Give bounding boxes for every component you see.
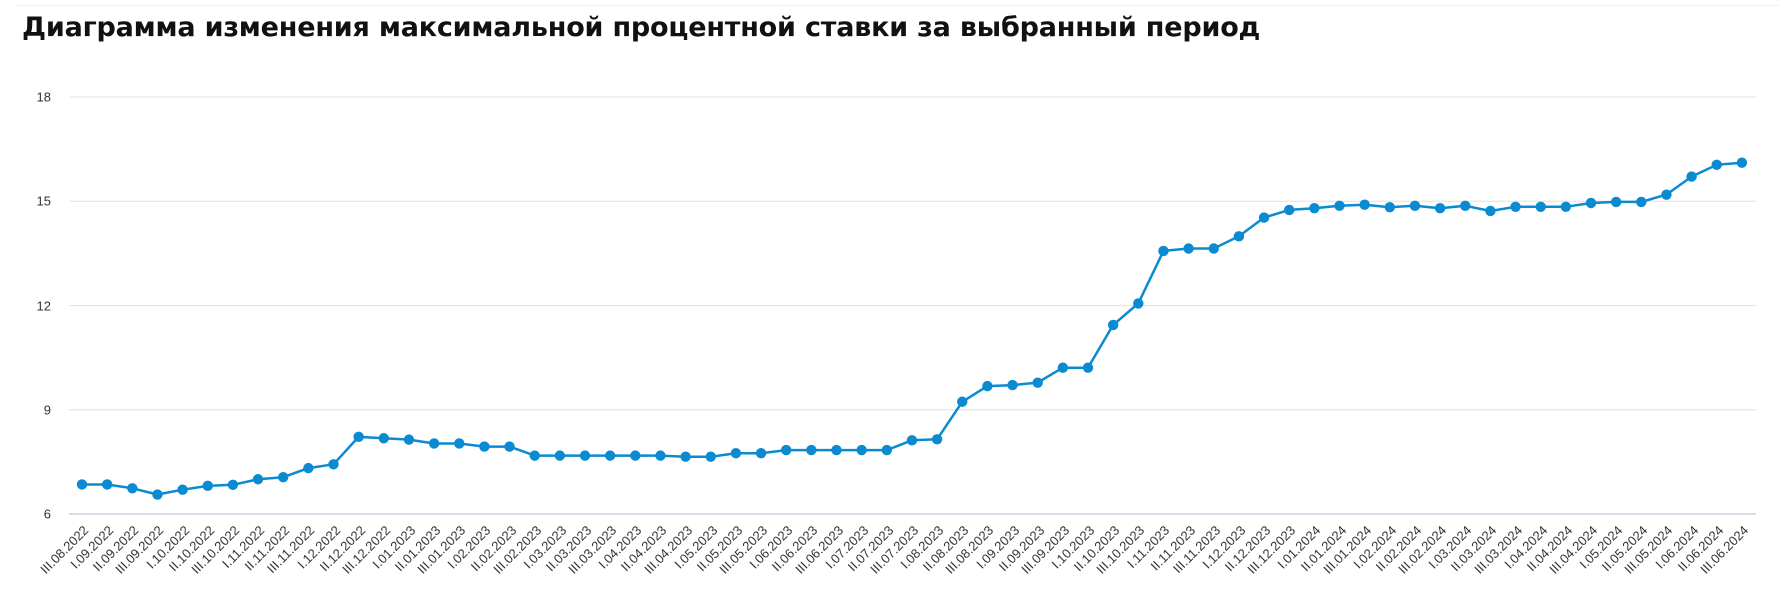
data-point[interactable]: III.10.2023: 12.06	[1133, 298, 1144, 309]
data-point[interactable]: II.04.2024: 14.84	[1560, 201, 1572, 213]
data-point[interactable]: III.04.2024: 14.95	[1585, 197, 1597, 209]
data-point[interactable]: I.10.2022: 6.7	[177, 484, 188, 495]
data-point[interactable]: II.05.2023: 7.75	[730, 447, 742, 459]
data-point[interactable]: II.06.2024: 16.05	[1711, 159, 1722, 170]
data-point[interactable]: III.02.2023: 7.68	[529, 450, 540, 461]
data-point[interactable]: II.03.2024: 14.72	[1485, 205, 1496, 217]
data-point[interactable]: I.01.2024: 14.8	[1309, 203, 1320, 214]
data-point[interactable]: I.04.2024: 14.84	[1535, 201, 1546, 213]
data-point[interactable]: II.05.2024: 14.98	[1636, 196, 1647, 208]
data-point[interactable]: III.01.2024: 14.9	[1359, 199, 1370, 210]
data-point[interactable]: III.09.2023: 10.21	[1057, 362, 1069, 373]
data-point[interactable]: III.03.2023: 7.68	[604, 450, 616, 461]
data-point[interactable]: I.06.2024: 15.71	[1686, 171, 1697, 182]
data-point[interactable]: III.03.2024: 14.84	[1510, 201, 1521, 213]
data-point[interactable]: III.11.2023: 13.64	[1208, 243, 1219, 254]
data-point[interactable]: I.11.2023: 13.57	[1158, 245, 1169, 257]
data-point[interactable]: II.02.2023: 7.94	[504, 441, 515, 452]
y-tick-label: 18	[36, 89, 51, 105]
data-point[interactable]: III.04.2023: 7.65	[680, 451, 691, 462]
data-point[interactable]: I.12.2022: 7.43	[328, 459, 339, 470]
data-point[interactable]: II.08.2023: 9.23	[957, 396, 968, 407]
data-point[interactable]: III.06.2024: 16.11	[1736, 157, 1748, 168]
data-point[interactable]: III.12.2023: 14.75	[1284, 204, 1295, 216]
data-point[interactable]: II.10.2022: 6.81	[202, 480, 213, 492]
data-point[interactable]: II.01.2024: 14.87	[1334, 200, 1345, 211]
data-point[interactable]: II.09.2022: 6.74	[127, 483, 138, 494]
data-point[interactable]: I.12.2023: 13.99	[1233, 231, 1245, 242]
data-point[interactable]: I.04.2023: 7.68	[630, 450, 641, 461]
data-point[interactable]: III.08.2023: 9.68	[982, 380, 993, 392]
data-point[interactable]: I.03.2023: 7.68	[554, 450, 566, 461]
data-point[interactable]: III.12.2022: 8.18	[378, 433, 389, 444]
data-point[interactable]: I.11.2022: 7	[252, 474, 264, 485]
data-point[interactable]: I.06.2023: 7.84	[781, 444, 792, 456]
y-tick-label: 15	[36, 193, 51, 209]
data-point[interactable]: II.12.2023: 14.53	[1258, 212, 1270, 223]
data-point[interactable]: III.06.2023: 7.84	[831, 444, 842, 456]
y-tick-label: 6	[43, 506, 51, 522]
data-point[interactable]: II.09.2023: 9.78	[1032, 377, 1043, 388]
data-point[interactable]: I.01.2023: 8.14	[403, 434, 415, 445]
data-point[interactable]: I.03.2024: 14.87	[1460, 200, 1471, 211]
data-point[interactable]: II.04.2023: 7.68	[655, 450, 666, 461]
top-divider	[16, 5, 1780, 6]
data-point[interactable]: I.05.2023: 7.65	[705, 451, 716, 462]
data-point[interactable]: II.02.2024: 14.87	[1409, 200, 1421, 211]
data-point[interactable]: I.07.2023: 7.84	[856, 444, 867, 456]
data-point[interactable]: II.11.2022: 7.06	[278, 471, 289, 483]
data-point[interactable]: I.10.2023: 10.21	[1082, 362, 1094, 373]
data-point[interactable]: I.02.2023: 7.94	[479, 441, 490, 452]
page-title: Диаграмма изменения максимальной процент…	[22, 12, 1261, 43]
data-point[interactable]: I.08.2023: 8.15	[931, 434, 943, 445]
data-point[interactable]: II.01.2023: 8.03	[428, 438, 440, 449]
data-point[interactable]: III.05.2023: 7.75	[755, 447, 767, 459]
data-point[interactable]: III.07.2023: 8.12	[906, 435, 918, 446]
data-point[interactable]: II.11.2023: 13.64	[1183, 243, 1194, 254]
data-point[interactable]: II.12.2022: 8.22	[353, 431, 364, 443]
data-point[interactable]: III.01.2023: 8.03	[454, 438, 465, 449]
data-point[interactable]: I.02.2024: 14.83	[1384, 201, 1396, 213]
y-tick-label: 9	[43, 402, 51, 418]
y-tick-label: 12	[36, 298, 51, 313]
data-point[interactable]: III.02.2024: 14.8	[1434, 203, 1446, 214]
data-point[interactable]: II.06.2023: 7.84	[806, 444, 817, 456]
data-point[interactable]: III.05.2024: 15.19	[1661, 189, 1672, 200]
data-point[interactable]: I.09.2023: 9.71	[1007, 379, 1018, 391]
data-point[interactable]: I.05.2024: 14.98	[1610, 196, 1622, 208]
data-point[interactable]: III.11.2022: 7.32	[303, 462, 314, 474]
data-point[interactable]: II.03.2023: 7.68	[579, 450, 591, 461]
data-point[interactable]: III.10.2022: 6.84	[227, 479, 239, 491]
data-point[interactable]: III.08.2022: 6.85	[76, 479, 88, 490]
data-point[interactable]: II.07.2023: 7.84	[881, 444, 892, 456]
data-point[interactable]: I.09.2022: 6.85	[101, 479, 113, 490]
data-point[interactable]: II.10.2023: 11.44	[1107, 319, 1119, 331]
data-point[interactable]: III.09.2022: 6.56	[152, 489, 163, 500]
